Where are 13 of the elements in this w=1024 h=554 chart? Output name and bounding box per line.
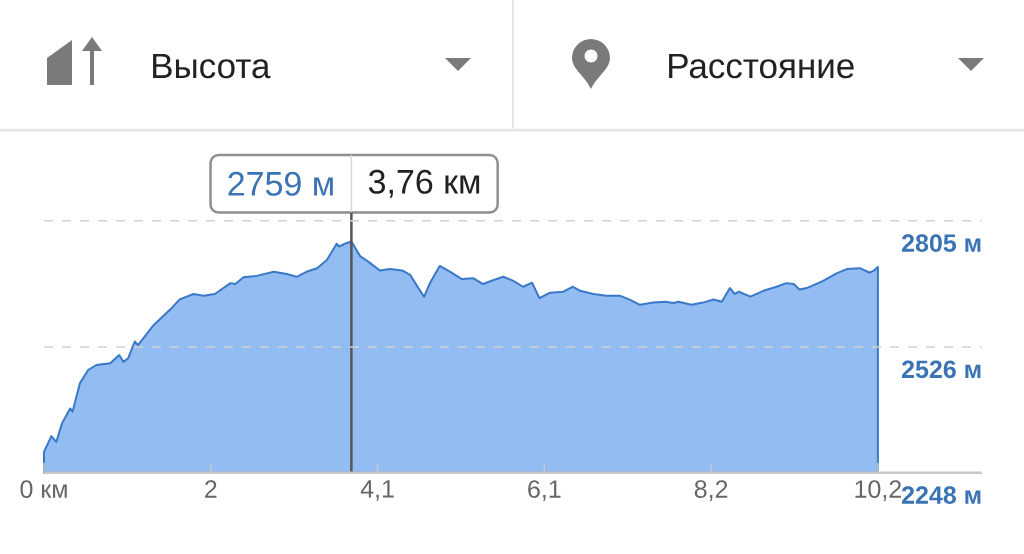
- x-tick-label: 10,2: [855, 480, 901, 501]
- x-tick-label: 2: [205, 480, 217, 498]
- y-tick-label: 2526 м: [901, 360, 981, 379]
- annotation: 2759 м: [228, 171, 333, 196]
- x-tick-label: 0 км: [20, 480, 67, 498]
- x-axis-title: Расстояние: [669, 53, 854, 79]
- y-tick-label: 2805 м: [901, 234, 981, 252]
- y-tick-label: 2248 м: [901, 486, 981, 504]
- x-tick-label: 4,1: [360, 480, 394, 501]
- ref-line-label: 3,76 км: [368, 169, 480, 198]
- x-tick-label: 6,1: [528, 480, 561, 501]
- x-tick-label: 8,2: [694, 480, 728, 501]
- y-axis-title: Высота: [153, 53, 271, 79]
